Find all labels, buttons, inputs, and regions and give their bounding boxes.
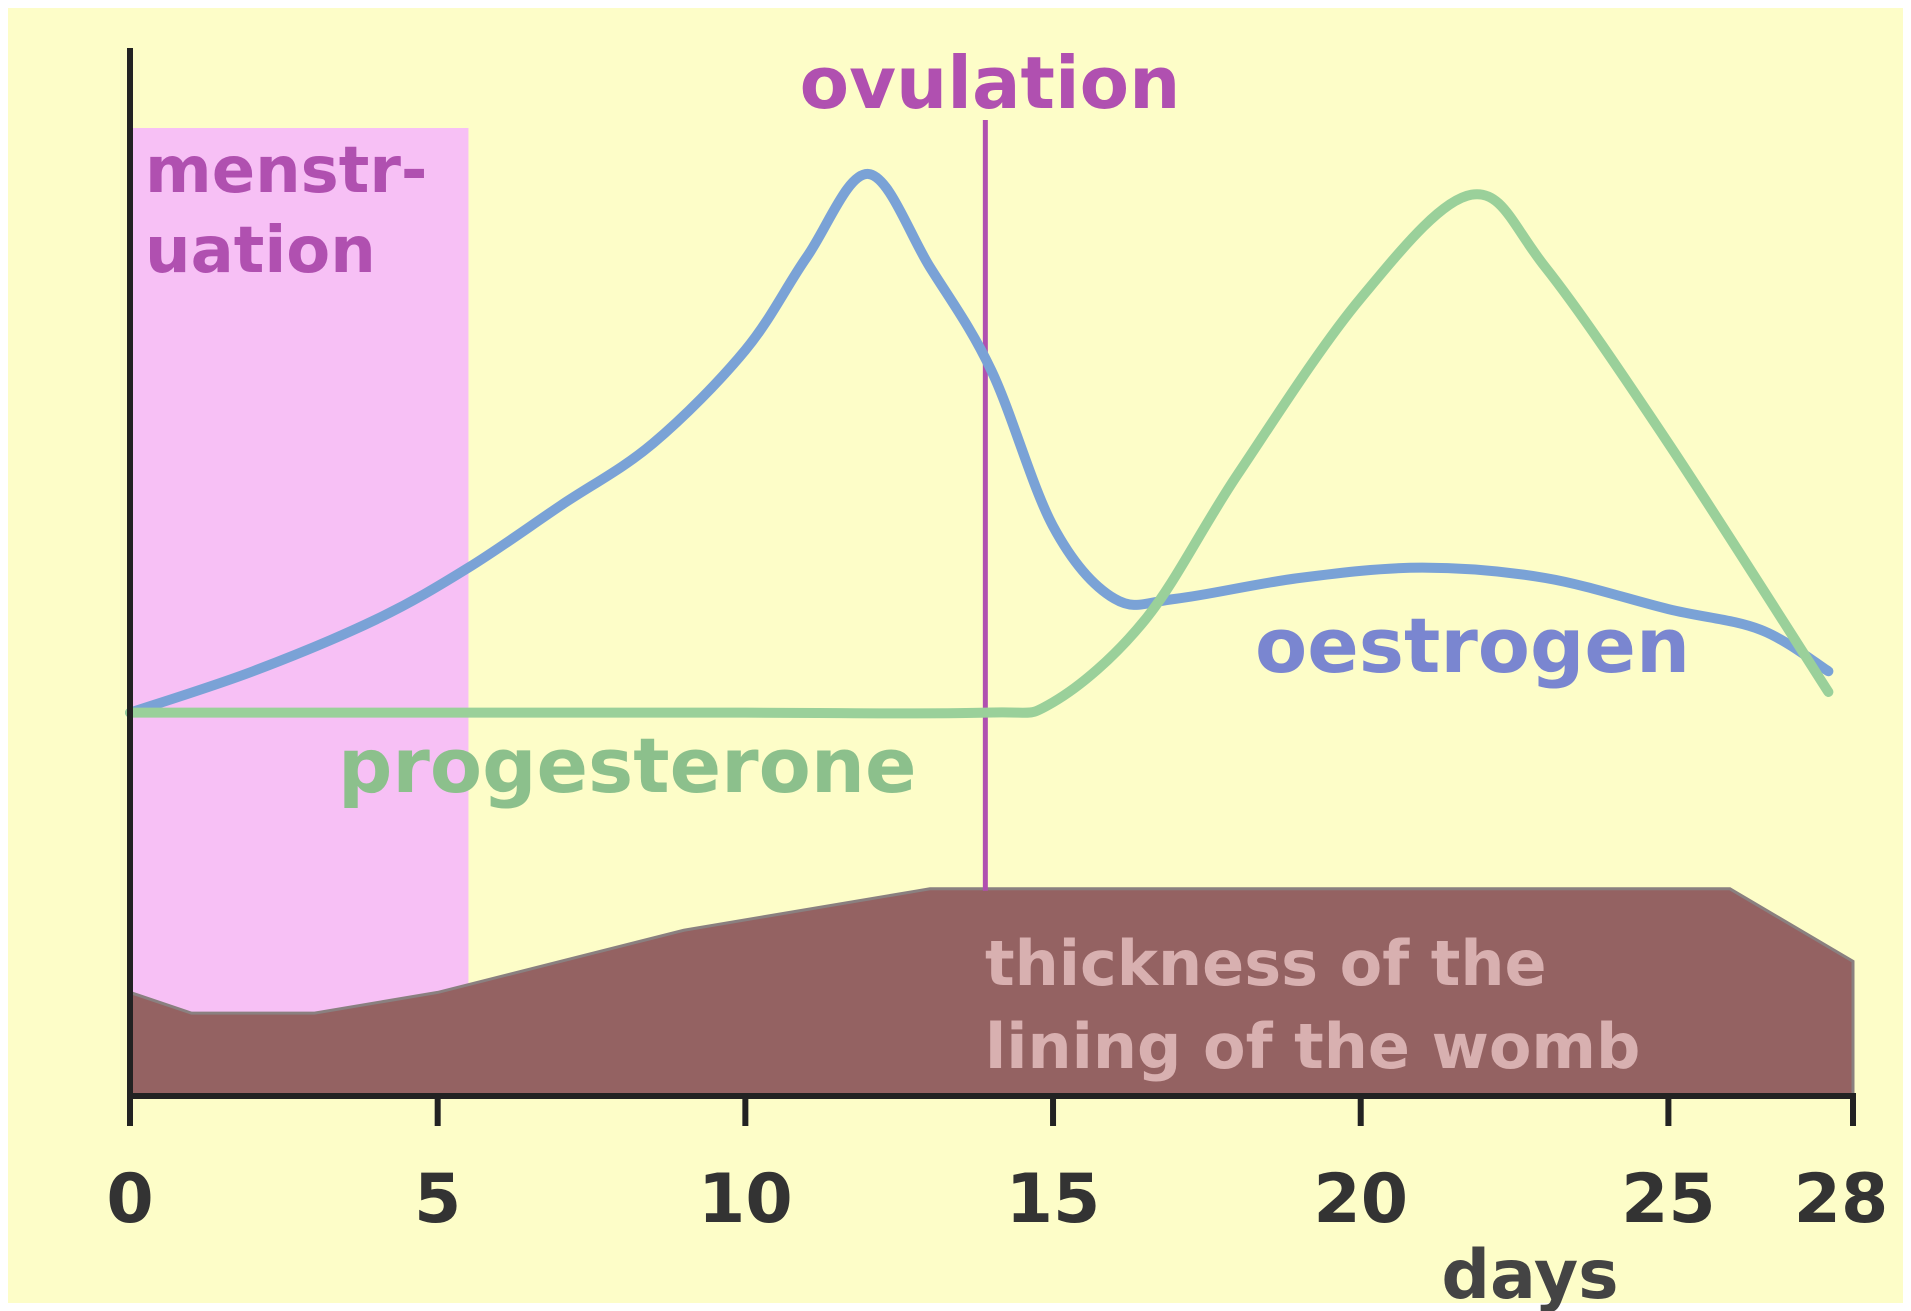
- x-tick-label-25: 25: [1621, 1160, 1716, 1239]
- x-tick-label-28: 28: [1794, 1160, 1889, 1239]
- menstruation-band: [130, 128, 469, 1096]
- series-line-oestrogen: [125, 168, 1834, 718]
- x-tick-label-10: 10: [698, 1160, 793, 1239]
- series-label-oestrogen: oestrogen: [1255, 601, 1690, 690]
- menstruation-label-line2: uation: [145, 214, 376, 288]
- menstruation-label-line1: menstr-: [145, 134, 427, 208]
- x-tick-label-15: 15: [1006, 1160, 1101, 1239]
- womb-lining-area: [128, 887, 1855, 1098]
- x-tick-label-0: 0: [106, 1160, 153, 1239]
- womb-lining-label-line2: lining of the womb: [985, 1010, 1640, 1083]
- ovulation-label: ovulation: [800, 41, 1181, 125]
- womb-lining-label-line1: thickness of the: [985, 927, 1547, 1000]
- x-tick-label-20: 20: [1313, 1160, 1408, 1239]
- x-axis-label: days: [1441, 1236, 1618, 1311]
- x-tick-label-5: 5: [414, 1160, 461, 1239]
- series-label-progesterone: progesterone: [338, 721, 917, 810]
- series-line-progesterone: [125, 189, 1834, 719]
